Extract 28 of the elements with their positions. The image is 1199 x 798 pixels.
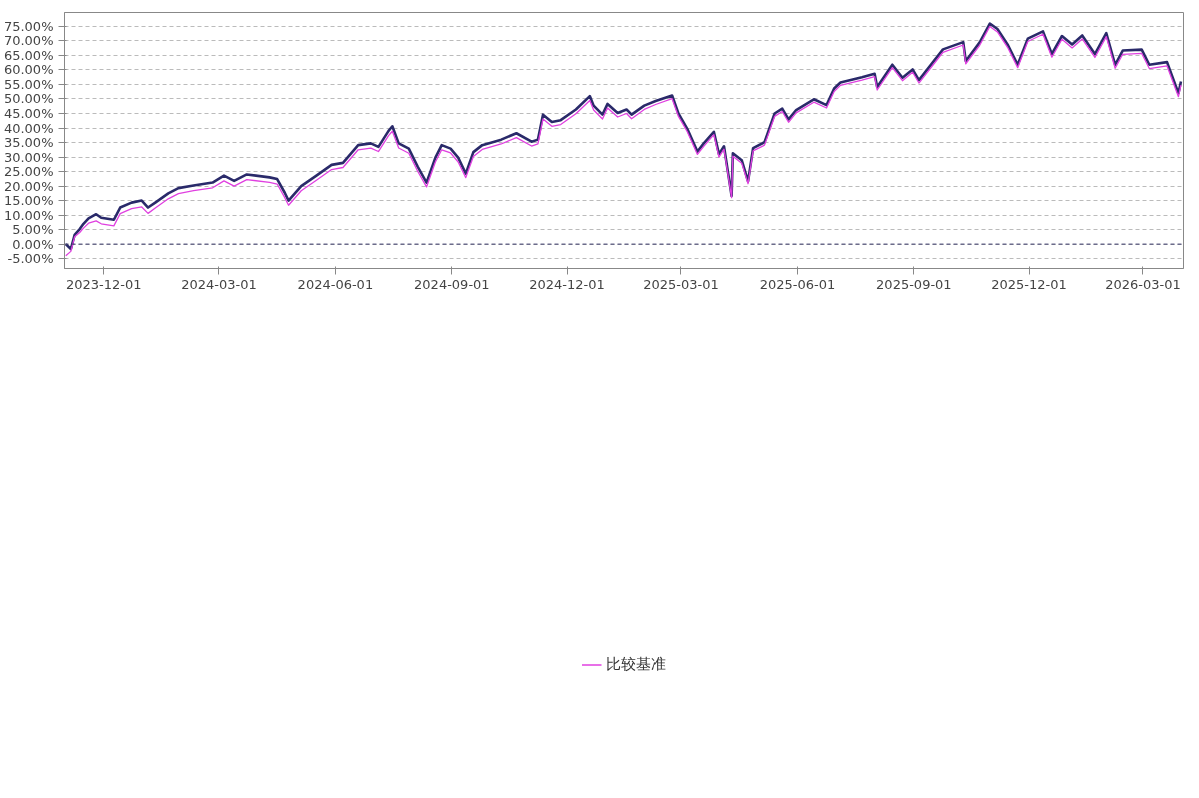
y-tick-label: 20.00%: [3, 178, 54, 194]
x-tick-label: 2025-03-01: [643, 276, 719, 292]
y-tick-label: 40.00%: [3, 120, 54, 136]
x-tick-label: 2023-12-01: [65, 276, 142, 292]
x-tick-label: 2024-06-01: [297, 276, 374, 292]
y-tick-label: 45.00%: [3, 106, 54, 122]
y-tick-label: 15.00%: [3, 193, 54, 209]
y-tick-label: -5.00%: [7, 251, 54, 267]
y-tick-label: 55.00%: [3, 76, 54, 92]
y-tick-label: 65.00%: [3, 47, 54, 63]
y-tick-label: 30.00%: [3, 149, 54, 165]
y-tick-label: 60.00%: [3, 62, 54, 78]
y-tick-label: 0.00%: [12, 236, 54, 252]
y-tick-label: 25.00%: [3, 164, 54, 180]
x-tick-label: 2026-03-01: [1105, 276, 1181, 292]
x-tick-label: 2025-12-01: [991, 276, 1067, 292]
y-tick-label: 5.00%: [12, 222, 54, 238]
y-tick-label: 75.00%: [3, 18, 54, 34]
x-tick-label: 2024-09-01: [414, 276, 490, 292]
y-tick-label: 50.00%: [3, 91, 54, 107]
y-tick-label: 10.00%: [3, 207, 54, 223]
x-tick-label: 2025-06-01: [759, 276, 836, 292]
legend-label: 比较基准: [606, 654, 666, 674]
x-tick-label: 2024-12-01: [529, 276, 605, 292]
x-tick-label: 2024-03-01: [181, 276, 257, 292]
y-tick-label: 35.00%: [3, 135, 54, 151]
x-tick-label: 2025-09-01: [876, 276, 952, 292]
y-tick-label: 70.00%: [3, 33, 54, 49]
